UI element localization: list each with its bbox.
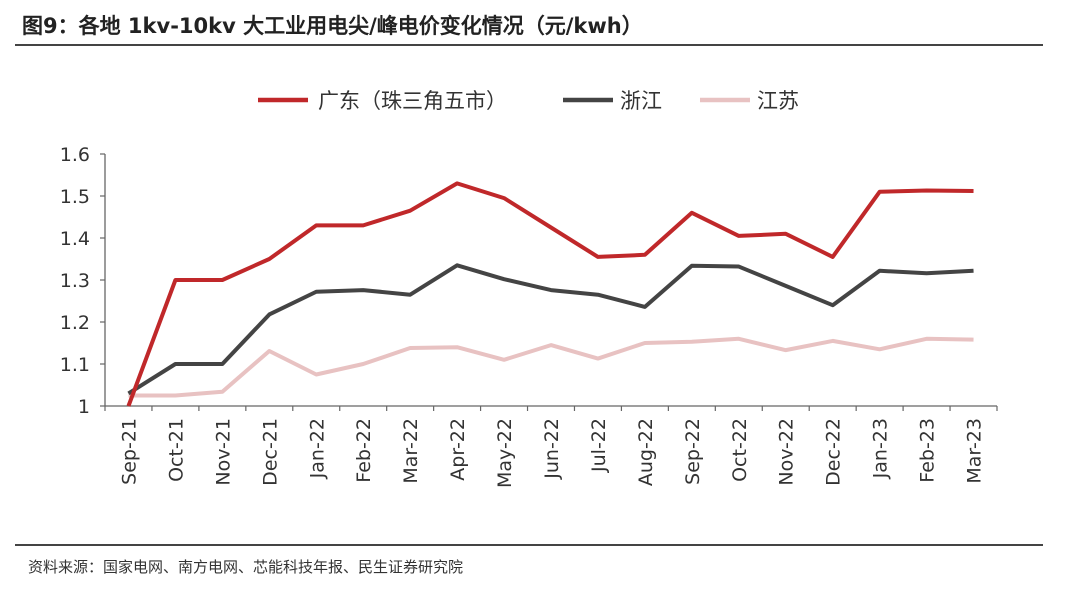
- series-1: [127, 263, 974, 396]
- x-tick-label: Oct-22: [729, 418, 751, 482]
- x-tick-label: Sep-21: [118, 418, 140, 485]
- y-tick-label: 1: [78, 396, 90, 418]
- x-tick-label: Feb-23: [917, 418, 939, 483]
- series-line: [127, 263, 974, 396]
- legend-label: 江苏: [757, 89, 799, 113]
- x-tick-label: Aug-22: [635, 418, 657, 486]
- x-tick-label: Feb-22: [353, 418, 375, 483]
- chart-title: 图9：各地 1kv-10kv 大工业用电尖/峰电价变化情况（元/kwh）: [22, 14, 643, 38]
- x-tick-label: Jun-22: [541, 418, 563, 480]
- source-note: 资料来源：国家电网、南方电网、芯能科技年报、民生证券研究院: [28, 558, 464, 576]
- x-tick-label: May-22: [494, 418, 516, 488]
- x-tick-label: Jan-23: [870, 418, 892, 479]
- y-tick-label: 1.5: [60, 186, 90, 208]
- title-divider: [15, 44, 1043, 46]
- x-tick-label: Nov-21: [212, 418, 234, 486]
- x-tick-label: Mar-23: [964, 418, 986, 484]
- legend-label: 广东（珠三角五市）: [318, 89, 507, 113]
- y-tick-label: 1.4: [60, 228, 90, 250]
- series-0: [126, 181, 974, 407]
- y-tick-label: 1.6: [60, 144, 90, 166]
- x-tick-label: Oct-21: [165, 418, 187, 482]
- x-tick-label: Mar-22: [400, 418, 422, 484]
- y-tick-label: 1.3: [60, 270, 90, 292]
- source-divider: [15, 544, 1043, 546]
- x-tick-label: Jul-22: [588, 418, 610, 473]
- x-tick-label: Jan-22: [306, 418, 328, 479]
- x-tick-label: Dec-22: [823, 418, 845, 486]
- x-tick-label: Apr-22: [447, 418, 469, 481]
- series-line: [128, 336, 974, 398]
- series-2: [128, 336, 974, 398]
- legend-label: 浙江: [620, 89, 662, 113]
- y-tick-label: 1.2: [60, 312, 90, 334]
- x-tick-label: Dec-21: [259, 418, 281, 486]
- y-tick-label: 1.1: [60, 354, 90, 376]
- x-tick-label: Sep-22: [682, 418, 704, 485]
- x-tick-label: Nov-22: [776, 418, 798, 486]
